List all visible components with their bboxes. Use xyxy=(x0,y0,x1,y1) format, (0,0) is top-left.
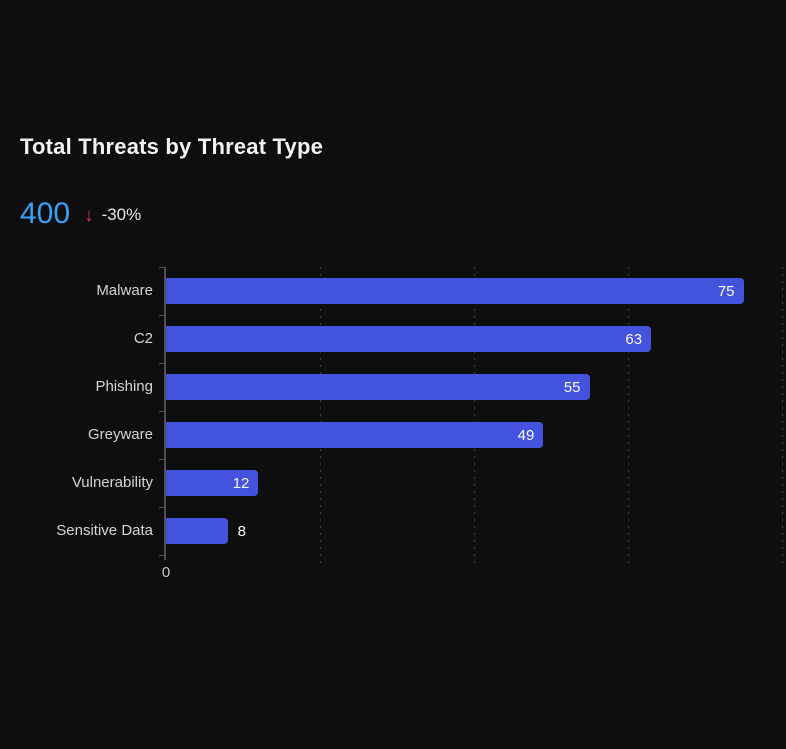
y-axis-tick-mark xyxy=(159,507,164,508)
bar-row-c2: 63 xyxy=(166,315,782,363)
bar-row-vulnerability: 12 xyxy=(166,459,782,507)
category-label-column: Malware C2 Phishing Greyware Vulnerability Se… xyxy=(0,267,153,555)
category-label-greyware: Greyware xyxy=(87,426,153,443)
gridline-60 xyxy=(628,267,629,568)
bar-phishing[interactable]: 55 xyxy=(166,374,590,400)
category-label-phishing: Phishing xyxy=(95,378,153,395)
threats-bar-chart: Malware C2 Phishing Greyware Vulnerability Se… xyxy=(0,267,786,587)
y-axis-tick-mark xyxy=(159,363,164,364)
bar-row-phishing: 55 xyxy=(166,363,782,411)
bar-c2[interactable]: 63 xyxy=(166,326,652,352)
kpi-total-value: 400 xyxy=(20,197,71,230)
category-label-vulnerability: Vulnerability xyxy=(71,474,153,491)
y-axis-tick-mark xyxy=(159,315,164,316)
bar-sensitive-data[interactable] xyxy=(166,518,228,544)
value-label-phishing: 55 xyxy=(563,378,581,396)
bar-row-greyware: 49 xyxy=(166,411,782,459)
kpi-delta-percent: -30% xyxy=(101,204,142,224)
trend-down-arrow-icon: ↓ xyxy=(84,204,94,226)
x-axis-tick-label-0: 0 xyxy=(161,564,171,581)
value-label-sensitive-data: 8 xyxy=(237,522,246,540)
gridline-80 xyxy=(782,267,783,568)
value-label-greyware: 49 xyxy=(517,426,535,444)
value-label-malware: 75 xyxy=(717,282,735,300)
bar-row-sensitive-data: 8 xyxy=(166,507,782,555)
y-axis-tick-mark xyxy=(159,459,164,460)
category-label-sensitive-data: Sensitive Data xyxy=(56,522,153,539)
plot-area: 0 75 63 55 49 12 8 xyxy=(159,267,783,581)
y-axis-tick-mark xyxy=(159,267,164,268)
x-axis-tick-mark xyxy=(164,555,166,560)
value-label-vulnerability: 12 xyxy=(232,474,250,492)
chart-title: Total Threats by Threat Type xyxy=(20,134,324,159)
bar-vulnerability[interactable]: 12 xyxy=(166,470,259,496)
gridline-20 xyxy=(320,267,321,568)
category-label-c2: C2 xyxy=(133,330,153,347)
kpi-row: 400 ↓ -30% xyxy=(20,199,141,229)
y-axis-tick-mark xyxy=(159,411,164,412)
bar-row-malware: 75 xyxy=(166,267,782,315)
bar-malware[interactable]: 75 xyxy=(166,278,744,304)
gridline-40 xyxy=(474,267,475,568)
y-axis-tick-mark xyxy=(159,555,164,556)
bar-greyware[interactable]: 49 xyxy=(166,422,544,448)
category-label-malware: Malware xyxy=(96,282,153,299)
value-label-c2: 63 xyxy=(625,330,643,348)
